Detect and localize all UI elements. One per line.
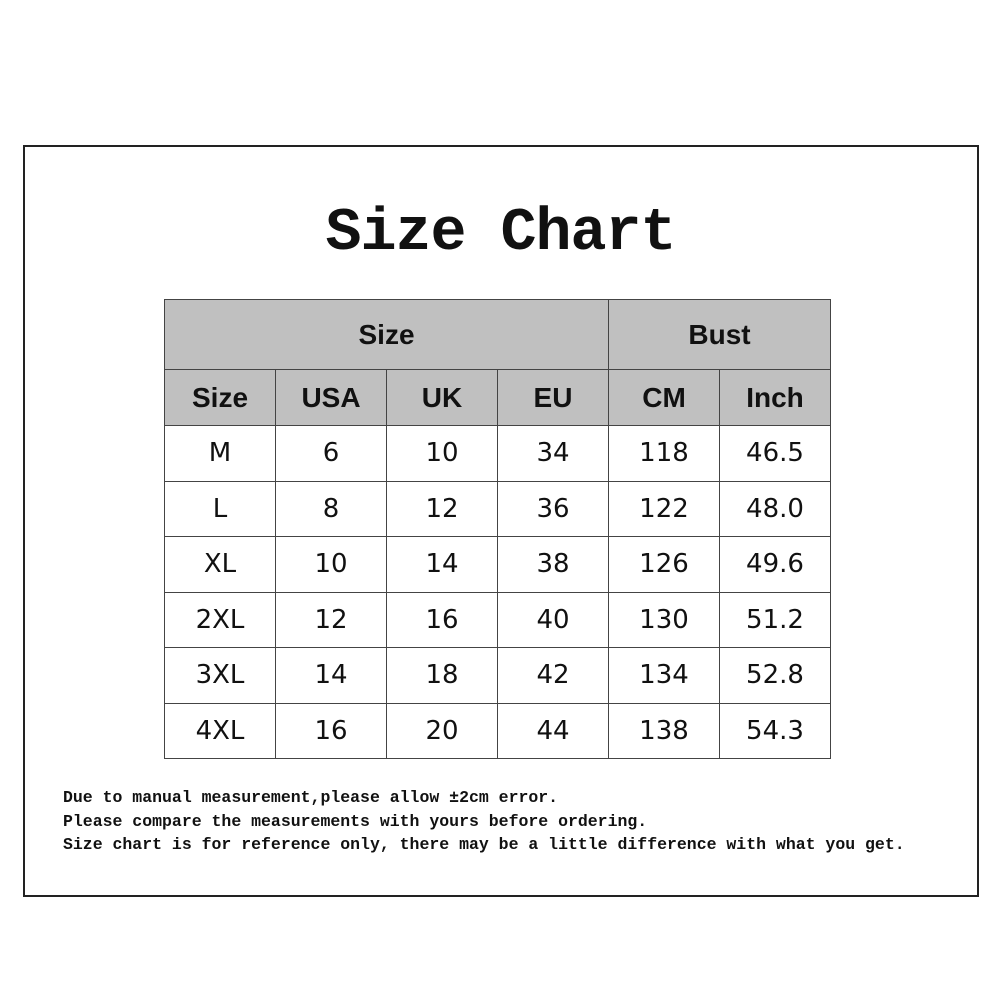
notes: Due to manual measurement,please allow ±… <box>63 786 905 857</box>
note-line: Size chart is for reference only, there … <box>63 835 905 854</box>
table-cell: 46.5 <box>719 425 831 482</box>
table-cell: 138 <box>608 702 720 759</box>
table-row: XL 10 14 38 126 49.6 <box>164 536 831 593</box>
table-cell: 36 <box>497 480 609 537</box>
table-cell: 40 <box>497 591 609 648</box>
table-cell: 14 <box>275 647 387 704</box>
table-cell: 4XL <box>164 702 276 759</box>
note-line: Due to manual measurement,please allow ±… <box>63 788 559 807</box>
table-cell: 10 <box>275 536 387 593</box>
table-row: 3XL 14 18 42 134 52.8 <box>164 647 831 704</box>
table-cell: 2XL <box>164 591 276 648</box>
page-title: Size Chart <box>325 200 676 268</box>
column-header: Size <box>164 369 276 426</box>
table-cell: 3XL <box>164 647 276 704</box>
table-cell: 130 <box>608 591 720 648</box>
table-cell: 34 <box>497 425 609 482</box>
table-cell: 38 <box>497 536 609 593</box>
table-row: 2XL 12 16 40 130 51.2 <box>164 591 831 648</box>
table-cell: 20 <box>386 702 498 759</box>
column-header: EU <box>497 369 609 426</box>
group-header-bust: Bust <box>608 299 831 370</box>
table-cell: L <box>164 480 276 537</box>
column-header: UK <box>386 369 498 426</box>
table-cell: 51.2 <box>719 591 831 648</box>
size-table: Size Bust Size USA UK EU CM Inch M 6 10 34 118 46.… <box>164 299 831 759</box>
table-cell: 54.3 <box>719 702 831 759</box>
table-cell: 6 <box>275 425 387 482</box>
table-row: 4XL 16 20 44 138 54.3 <box>164 702 831 759</box>
table-cell: 49.6 <box>719 536 831 593</box>
table-cell: 16 <box>386 591 498 648</box>
table-cell: 44 <box>497 702 609 759</box>
column-header: CM <box>608 369 720 426</box>
table-cell: 8 <box>275 480 387 537</box>
column-header-row: Size USA UK EU CM Inch <box>164 369 831 426</box>
table-cell: 126 <box>608 536 720 593</box>
table-row: L 8 12 36 122 48.0 <box>164 480 831 537</box>
table-cell: XL <box>164 536 276 593</box>
table-cell: 48.0 <box>719 480 831 537</box>
note-line: Please compare the measurements with you… <box>63 811 648 831</box>
table-cell: 18 <box>386 647 498 704</box>
table-cell: 42 <box>497 647 609 704</box>
table-cell: M <box>164 425 276 482</box>
table-cell: 10 <box>386 425 498 482</box>
column-header: Inch <box>719 369 831 426</box>
column-header: USA <box>275 369 387 426</box>
table-cell: 118 <box>608 425 720 482</box>
table-cell: 134 <box>608 647 720 704</box>
group-header-row: Size Bust <box>164 299 831 370</box>
table-cell: 52.8 <box>719 647 831 704</box>
table-cell: 16 <box>275 702 387 759</box>
table-cell: 12 <box>275 591 387 648</box>
group-header-size: Size <box>164 299 609 370</box>
table-cell: 12 <box>386 480 498 537</box>
table-cell: 14 <box>386 536 498 593</box>
table-row: M 6 10 34 118 46.5 <box>164 425 831 482</box>
table-cell: 122 <box>608 480 720 537</box>
